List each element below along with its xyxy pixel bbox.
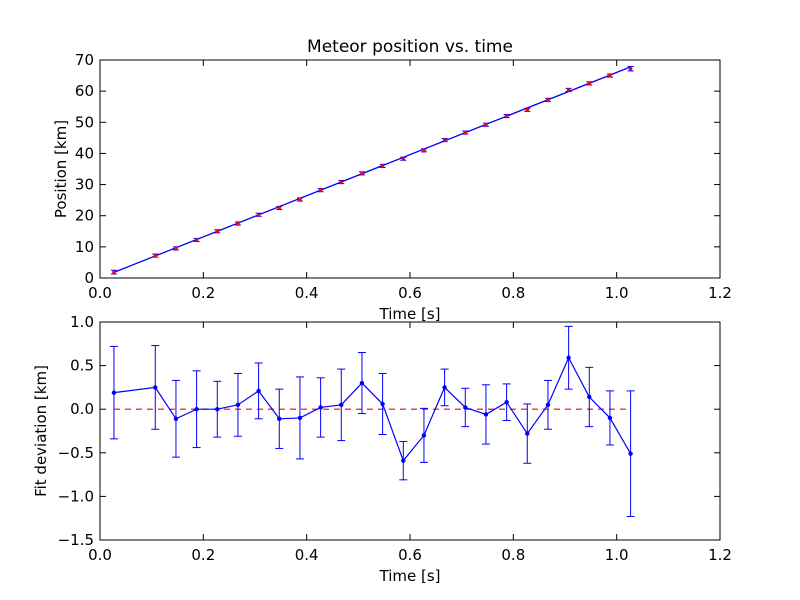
x-axis-label: Time [s] [379,567,441,585]
y-tick-label: −1.5 [58,531,94,549]
deviation-point [442,385,447,390]
y-tick-label: 60 [75,82,94,100]
position-data [110,66,634,275]
x-tick-label: 1.2 [708,284,732,302]
x-tick-label: 0.2 [191,546,215,564]
chart-title: Meteor position vs. time [307,37,513,57]
data-point [215,229,220,234]
data-point [442,138,447,142]
data-point [194,238,199,242]
deviation-point [525,431,530,436]
y-tick-label: 0.0 [70,400,94,418]
y-tick-label: 40 [75,144,94,162]
data-point [463,130,468,135]
data-point [277,206,282,210]
deviation-point [297,415,303,421]
fit-line [113,66,631,273]
x-tick-label: 0.8 [501,284,525,302]
deviation-point [566,355,571,360]
y-tick-label: 20 [75,207,94,225]
x-tick-label: 0.6 [398,546,422,564]
y-tick-label: 50 [75,113,94,131]
x-tick-label: 0.4 [295,284,319,302]
x-tick-label: 0.0 [88,546,112,564]
y-tick-label: −1.0 [58,487,94,505]
data-point [628,66,633,71]
y-tick-label: 70 [75,51,94,69]
x-tick-label: 0.8 [501,546,525,564]
deviation-point [401,458,406,463]
data-point [484,122,488,127]
deviation-plot-frame [99,321,721,541]
deviation-point [463,405,468,410]
deviation-data [109,325,635,517]
deviation-point [173,416,179,421]
y-tick-label: 0 [84,269,94,287]
deviation-point [277,416,282,421]
deviation-point [607,415,613,421]
x-tick-label: 0.6 [398,284,422,302]
deviation-point [194,407,199,412]
data-point [587,81,592,86]
data-point [236,221,240,226]
deviation-point [339,402,344,408]
deviation-point [628,451,633,456]
deviation-chart: 0.0 0.2 0.4 0.6 0.8 1.0 1.2 −1.5 −1.0 −0.5 0.0 0.5 1… [32,313,732,585]
data-point [360,171,364,176]
data-point [112,270,116,274]
deviation-point [545,402,551,408]
deviation-point [359,380,365,386]
data-point [380,164,385,168]
data-point [504,114,509,118]
data-point [174,246,178,251]
deviation-point [153,385,158,390]
deviation-point [215,407,220,412]
deviation-point [504,400,509,405]
data-point [318,188,323,192]
deviation-ticks: 0.0 0.2 0.4 0.6 0.8 1.0 1.2 −1.5 −1.0 −0.5 0.0 0.5 1… [58,313,732,564]
data-point [566,88,571,92]
x-axis-label: Time [s] [379,305,441,323]
position-chart: Meteor position vs. time 0.0 0.2 0.4 0.6 0.8… [52,37,732,323]
data-point [525,108,530,112]
data-point [153,253,158,258]
y-tick-label: 1.0 [70,313,94,331]
data-point [339,180,344,184]
y-tick-label: −0.5 [58,444,94,462]
deviation-point [111,390,117,395]
data-point [422,148,426,153]
deviation-point [483,412,489,417]
data-point [546,98,550,102]
data-point [608,73,612,78]
deviation-point [318,405,323,410]
deviation-point [256,388,261,394]
position-ticks: 0.0 0.2 0.4 0.6 0.8 1.0 1.2 0 10 20 30 40 50 60 70 [75,51,732,302]
y-tick-label: 10 [75,238,94,256]
deviation-point [380,401,385,407]
x-tick-label: 0.4 [295,546,319,564]
deviation-point [235,402,241,408]
y-axis-label: Position [km] [52,120,70,218]
x-tick-label: 1.2 [708,546,732,564]
x-tick-label: 0.0 [88,284,112,302]
x-tick-label: 1.0 [605,546,629,564]
deviation-point [587,394,592,400]
data-point [298,197,302,202]
deviation-point [421,433,427,438]
y-tick-label: 0.5 [70,357,94,375]
x-tick-label: 1.0 [605,284,629,302]
y-axis-label: Fit deviation [km] [32,365,50,497]
x-tick-label: 0.2 [191,284,215,302]
position-plot-frame [99,59,721,279]
data-point [401,156,406,161]
y-tick-label: 30 [75,176,94,194]
data-point [256,212,261,217]
